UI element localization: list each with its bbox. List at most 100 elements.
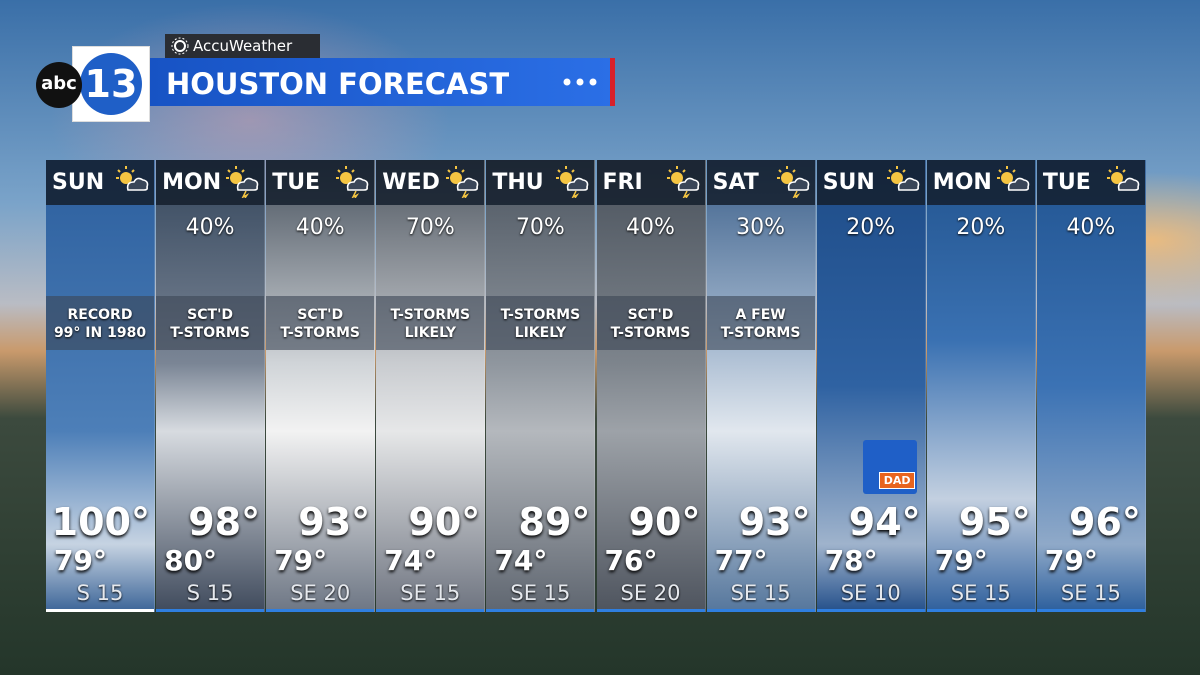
condition-line: 99° IN 1980 [53,325,147,341]
low-temp: 79° [54,544,107,577]
condition-line: LIKELY [514,325,567,341]
day-column: MON 20% 95° 79° SE 15 [926,160,1036,612]
underline [486,609,595,612]
day-name: WED [382,170,440,195]
underline [376,609,485,612]
day-header: TUE [266,160,375,205]
precip-chance: 30% [736,215,786,240]
low-temp: 77° [714,544,768,577]
logo-network: abc [36,62,82,108]
condition: SCT'D T-STORMS [596,296,705,350]
condition: T-STORMS LIKELY [376,296,485,350]
day-name: MON [162,170,222,195]
title-bar: HOUSTON FORECAST [150,58,615,106]
low-temp: 80° [164,544,218,577]
high-temp: 95° [958,500,1031,544]
condition: RECORD 99° IN 1980 [46,296,154,350]
wind: SE 20 [620,581,681,605]
day-column: THU 70% T-STORMS LIKELY 89° 74° SE 15 [486,160,596,612]
underline [156,609,265,612]
weather-icon [226,166,259,198]
logo: 13 [72,46,150,122]
day-header: SUN [46,160,154,205]
condition-line: T-STORMS [390,307,471,323]
day-header: SUN [816,160,925,205]
day-header: FRI [596,160,705,205]
day-column: SUN RECORD 99° IN 1980 100° 79° S 15 [46,160,155,612]
condition-line: SCT'D [297,307,344,323]
high-temp: 94° [848,500,921,544]
badge-label: DAD [878,472,916,489]
precip-chance: 20% [846,215,896,240]
wind: S 15 [186,581,234,605]
day-column: SUN 20% 94° 78° SE 10 DAD [816,160,926,612]
wind: SE 15 [730,581,791,605]
underline [816,609,925,612]
day-name: TUE [272,170,321,195]
wind: SE 10 [840,581,901,605]
day-name: FRI [602,170,643,195]
accuweather-tag: AccuWeather [165,34,320,58]
condition-line: SCT'D [627,307,674,323]
precip-chance: 40% [626,215,675,240]
condition-line: T-STORMS [720,325,801,341]
day-column: TUE 40% 96° 79° SE 15 [1036,160,1146,612]
high-temp: 89° [518,500,591,544]
weather-icon [996,166,1030,191]
day-header: MON [926,160,1035,205]
low-temp: 76° [604,544,658,577]
weather-icon [666,166,699,198]
wind: SE 15 [400,581,461,605]
badge: DAD [862,440,917,494]
high-temp: 93° [738,500,811,544]
condition: SCT'D T-STORMS [266,296,375,350]
high-temp: 90° [408,500,481,544]
day-column: TUE 40% SCT'D T-STORMS 93° 79° SE 20 [266,160,376,612]
weather-icon [1106,166,1140,191]
low-temp: 78° [824,544,878,577]
high-temp: 90° [628,500,701,544]
day-name: SUN [52,170,105,195]
low-temp: 74° [384,544,438,577]
condition-line: T-STORMS [500,307,581,323]
low-temp: 79° [934,544,988,577]
high-temp: 96° [1069,500,1141,544]
day-header: WED [376,160,485,205]
condition: T-STORMS LIKELY [486,296,595,350]
wind: SE 15 [1060,581,1121,605]
high-temp: 98° [188,500,261,544]
precip-chance: 40% [185,215,235,240]
day-column: MON 40% SCT'D T-STORMS 98° 80° S 15 [156,160,266,612]
day-name: MON [932,170,992,195]
underline [926,609,1035,612]
weather-icon [116,166,149,191]
weather-icon [556,166,589,198]
precip-chance: 40% [295,215,345,240]
weather-icon [886,166,919,191]
day-column: SAT 30% A FEW T-STORMS 93° 77° SE 15 [706,160,816,612]
day-column: FRI 40% SCT'D T-STORMS 90° 76° SE 20 [596,160,706,612]
underline [46,609,154,612]
low-temp: 74° [494,544,548,577]
precip-chance: 70% [405,215,455,240]
precip-chance: 20% [956,215,1006,240]
low-temp: 79° [274,544,328,577]
day-header: THU [486,160,595,205]
condition: SCT'D T-STORMS [156,296,265,350]
wind: SE 15 [950,581,1011,605]
underline [596,609,705,612]
weather-icon [776,166,809,198]
condition-line: RECORD [67,307,133,323]
condition-line: T-STORMS [280,325,360,341]
underline [1036,609,1145,612]
weather-icon [336,166,369,198]
day-name: SUN [822,170,875,195]
wind: S 15 [76,581,124,605]
wind: SE 20 [290,581,351,605]
underline [706,609,815,612]
brand: AccuWeather [193,37,293,55]
day-header: SAT [706,160,815,205]
day-name: THU [492,170,544,195]
weather-icon [446,166,479,198]
sun-icon [171,37,189,55]
